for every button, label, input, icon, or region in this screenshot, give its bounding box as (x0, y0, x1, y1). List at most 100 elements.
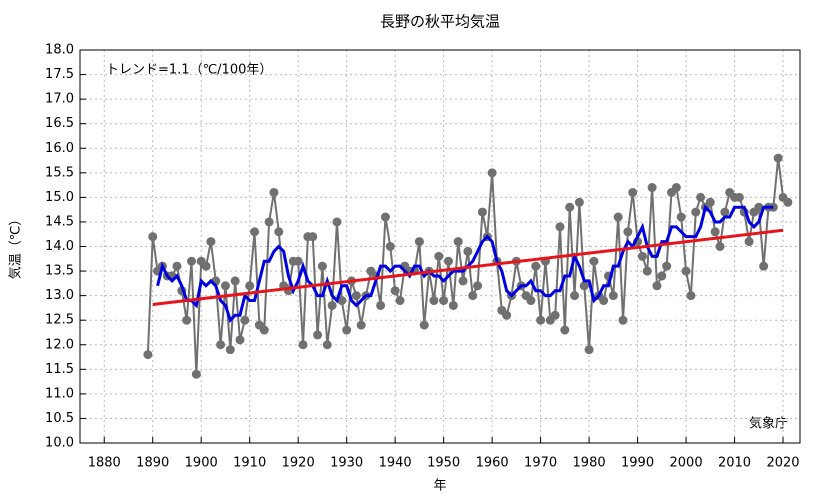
data-point (240, 315, 250, 325)
data-point (584, 345, 594, 355)
data-point (439, 296, 449, 306)
y-tick-label: 17.5 (45, 67, 74, 82)
y-tick-label: 16.5 (45, 116, 74, 131)
data-point (637, 251, 647, 261)
data-point (313, 330, 323, 340)
data-point (783, 197, 793, 207)
data-point (385, 242, 395, 251)
data-point (274, 227, 284, 237)
data-point (342, 325, 352, 335)
data-point (419, 320, 429, 330)
y-tick-label: 12.5 (45, 313, 74, 328)
x-tick-label: 1890 (136, 456, 169, 471)
y-tick-label: 11.5 (45, 362, 74, 377)
data-point (458, 276, 468, 286)
data-point (230, 276, 240, 286)
data-point (220, 281, 230, 291)
x-tick-label: 1930 (330, 456, 363, 471)
data-point (555, 222, 565, 232)
data-point (298, 340, 308, 350)
y-tick-label: 12.0 (45, 337, 74, 352)
data-point (691, 207, 701, 217)
y-tick-label: 18.0 (45, 43, 74, 58)
data-point (322, 340, 332, 350)
data-point (172, 261, 182, 271)
data-point (473, 281, 483, 291)
data-point (351, 291, 361, 301)
data-point (259, 325, 269, 335)
data-point (710, 227, 720, 237)
data-point (468, 291, 478, 301)
x-tick-label: 1970 (524, 456, 557, 471)
data-point (463, 246, 473, 256)
x-tick-label: 1980 (573, 456, 606, 471)
data-point (453, 237, 463, 247)
data-point (536, 315, 546, 325)
x-tick-label: 2010 (718, 456, 751, 471)
data-point (608, 291, 618, 301)
data-point (293, 256, 303, 266)
data-point (570, 291, 580, 301)
x-tick-label: 1950 (427, 456, 460, 471)
plot-frame (79, 49, 801, 444)
data-point (662, 261, 672, 271)
y-tick-label: 10.0 (45, 436, 74, 451)
y-axis-label: 気温（℃） (8, 213, 24, 280)
annotation: トレンド=1.1（℃/100年） (106, 63, 272, 78)
data-point (671, 183, 681, 193)
data-point (589, 256, 599, 266)
data-point (245, 281, 255, 291)
data-point (434, 251, 444, 261)
data-point (560, 325, 570, 335)
data-point (308, 232, 318, 242)
data-point (216, 340, 226, 350)
data-point (599, 296, 609, 306)
x-tick-label: 1990 (621, 456, 654, 471)
data-point (187, 256, 197, 266)
y-tick-label: 11.0 (45, 386, 74, 401)
data-point (652, 281, 662, 291)
y-tick-label: 10.5 (45, 411, 74, 426)
source: 気象庁 (749, 416, 788, 432)
x-tick-label: 1920 (282, 456, 315, 471)
data-point (574, 197, 584, 207)
data-point (696, 192, 706, 202)
y-tick-label: 14.0 (45, 239, 74, 254)
data-point (443, 256, 453, 266)
data-point (380, 212, 390, 222)
data-point (550, 310, 560, 320)
data-point (705, 197, 715, 207)
data-point (376, 300, 386, 310)
x-tick-label: 1940 (379, 456, 412, 471)
data-point (356, 320, 366, 330)
data-point (526, 296, 536, 306)
data-point (647, 183, 657, 193)
y-tick-label: 15.0 (45, 190, 74, 205)
data-point (565, 202, 575, 212)
x-tick-label: 2020 (766, 456, 799, 471)
data-point (642, 266, 652, 276)
y-tick-label: 17.0 (45, 92, 74, 107)
y-tick-label: 13.0 (45, 288, 74, 303)
x-tick-label: 1900 (185, 456, 218, 471)
y-tick-label: 13.5 (45, 264, 74, 279)
data-point (414, 237, 424, 247)
data-point (143, 350, 153, 360)
x-tick-label: 1960 (476, 456, 509, 471)
series-line (152, 228, 784, 306)
data-point (613, 212, 623, 222)
data-point (191, 369, 201, 379)
x-tick-label: 1910 (233, 456, 266, 471)
data-point (337, 296, 347, 306)
data-point (395, 296, 405, 306)
data-point (235, 335, 245, 345)
data-point (715, 242, 725, 251)
data-point (754, 202, 764, 212)
data-point (317, 261, 327, 271)
data-point (744, 237, 754, 247)
data-point (759, 261, 769, 271)
data-point (182, 315, 192, 325)
x-tick-label: 2000 (670, 456, 703, 471)
x-tick-label: 1880 (88, 456, 121, 471)
